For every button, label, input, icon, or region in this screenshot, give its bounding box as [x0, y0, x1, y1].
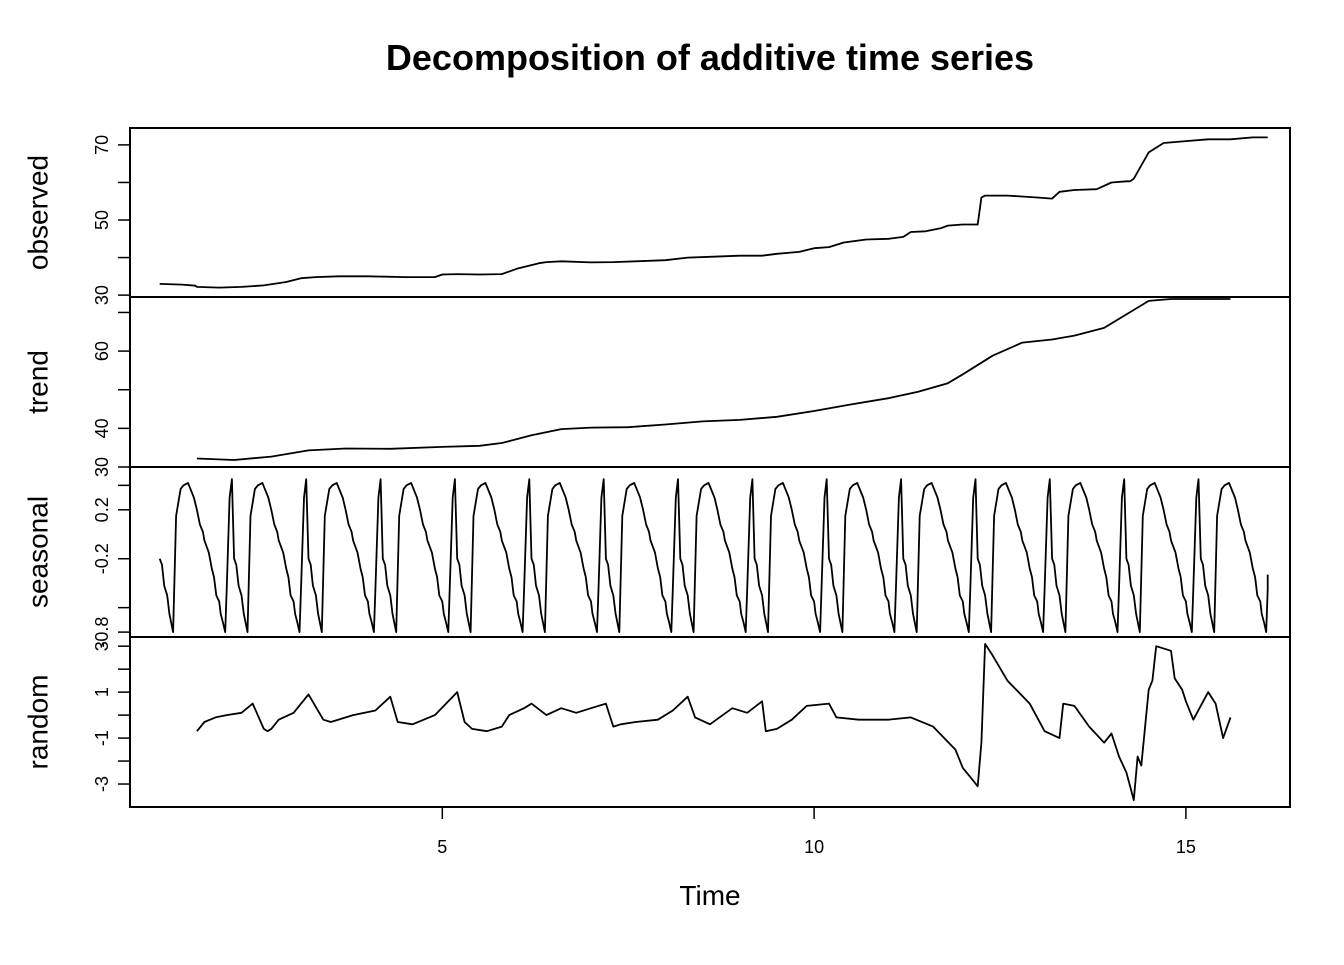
x-axis: 5 10 15	[437, 807, 1196, 857]
panel-observed: 30 50 70 observed	[23, 127, 1291, 305]
series-line-seasonal	[158, 478, 1269, 633]
panel-frame-observed	[129, 127, 1291, 298]
y-tick-label-random: 1	[92, 687, 112, 697]
y-tick-label-trend: 30	[92, 457, 112, 477]
chart-title: Decomposition of additive time series	[386, 37, 1034, 78]
y-tick-label-observed: 30	[92, 285, 112, 305]
y-tick-label-trend: 40	[92, 418, 112, 438]
y-tick-label-random: 3	[92, 641, 112, 651]
x-tick-label: 5	[437, 837, 447, 857]
y-tick-label-seasonal: -0.2	[92, 543, 112, 574]
y-tick-label-random: -1	[92, 730, 112, 746]
y-axis-label-random: random	[23, 675, 54, 770]
panel-seasonal: -0.8 -0.2 0.2 seasonal	[23, 466, 1291, 648]
x-tick-label: 10	[804, 837, 824, 857]
panel-trend: 30 40 60 trend	[23, 296, 1291, 477]
y-tick-label-seasonal: -0.8	[92, 617, 112, 648]
x-axis-label: Time	[679, 880, 740, 911]
x-tick-label: 15	[1176, 837, 1196, 857]
y-tick-label-random: -3	[92, 776, 112, 792]
series-line-trend	[196, 298, 1231, 461]
panel-frame-trend	[129, 296, 1291, 468]
panel-random: -3 -1 1 3 random	[23, 636, 1291, 808]
panels-group: 30 50 70 observed 30 40 60 trend -0.8 -0.2 0.2 seas…	[23, 127, 1291, 808]
series-line-random	[196, 643, 1232, 801]
y-tick-label-observed: 70	[92, 135, 112, 155]
y-axis-label-observed: observed	[23, 155, 54, 270]
series-line-observed	[159, 136, 1268, 289]
y-axis-label-seasonal: seasonal	[23, 496, 54, 608]
y-tick-label-seasonal: 0.2	[92, 497, 112, 522]
y-tick-label-trend: 60	[92, 341, 112, 361]
y-axis-label-trend: trend	[23, 350, 54, 414]
panel-frame-random	[129, 636, 1291, 808]
y-tick-label-observed: 50	[92, 210, 112, 230]
